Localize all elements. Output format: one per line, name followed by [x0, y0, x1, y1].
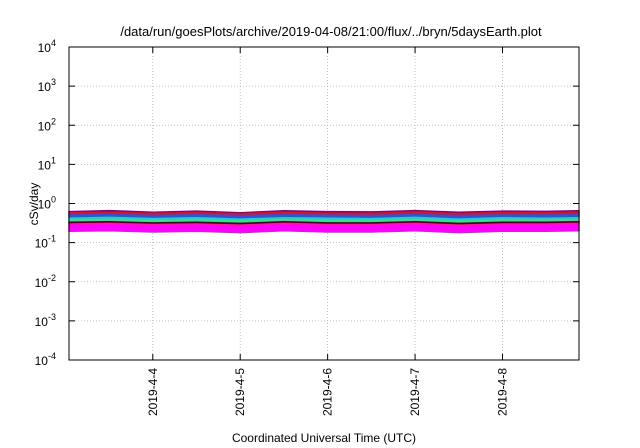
x-tick-label: 2019-4-4 — [146, 368, 160, 416]
y-tick-label-base: 10 — [35, 276, 49, 290]
x-tick-label: 2019-4-6 — [321, 368, 335, 416]
y-tick-label: 102 — [38, 116, 56, 133]
plot-frame — [68, 46, 580, 361]
y-tick-label-base: 10 — [38, 119, 52, 133]
y-tick-label-base: 10 — [35, 315, 49, 329]
y-tick-label-exponent: 2 — [51, 116, 56, 126]
grid — [69, 47, 579, 360]
y-tick-label-base: 10 — [38, 80, 52, 94]
y-tick-label-base: 10 — [38, 158, 52, 172]
y-tick-label: 10-2 — [35, 273, 56, 290]
y-tick-label-base: 10 — [38, 41, 52, 55]
y-tick-label-base: 10 — [38, 198, 52, 212]
y-tick-label-exponent: 3 — [51, 77, 56, 87]
y-tick-label: 10-3 — [35, 312, 56, 329]
series-layer — [68, 209, 580, 234]
y-tick-label: 103 — [38, 77, 56, 94]
y-tick-label: 100 — [38, 195, 56, 212]
y-tick-label-base: 10 — [35, 237, 49, 251]
y-tick-label-exponent: 1 — [51, 155, 56, 165]
y-axis-label: cSv/day — [27, 183, 41, 226]
x-axis-label: Coordinated Universal Time (UTC) — [232, 431, 416, 445]
y-tick-label: 104 — [38, 38, 56, 55]
y-tick-label-exponent: 0 — [51, 195, 56, 205]
y-tick-label-exponent: 4 — [51, 38, 56, 48]
x-tick-label: 2019-4-7 — [408, 368, 422, 416]
y-tick-label-exponent: -4 — [48, 351, 56, 361]
chart-title: /data/run/goesPlots/archive/2019-04-08/2… — [120, 24, 542, 39]
series-band-8 — [68, 224, 580, 234]
y-tick-label-exponent: -2 — [48, 273, 56, 283]
x-tick-label: 2019-4-5 — [233, 368, 247, 416]
y-tick-label: 101 — [38, 155, 56, 172]
x-tick-label: 2019-4-8 — [496, 368, 510, 416]
y-tick-label-exponent: -3 — [48, 312, 56, 322]
y-tick-label-base: 10 — [35, 354, 49, 368]
y-tick-label-exponent: -1 — [48, 234, 56, 244]
y-tick-label: 10-1 — [35, 234, 56, 251]
y-tick-label: 10-4 — [35, 351, 56, 368]
x-tick-labels: 2019-4-4 2019-4-5 2019-4-6 2019-4-7 2019-4-8 — [146, 368, 510, 416]
